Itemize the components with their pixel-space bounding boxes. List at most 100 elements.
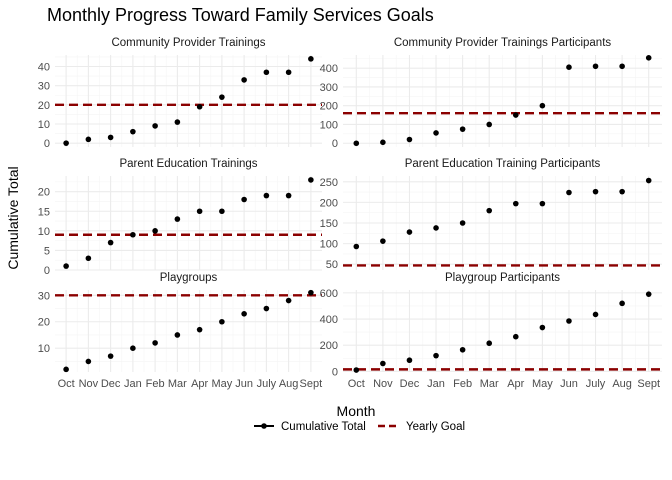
y-tick-label: 400: [320, 63, 338, 75]
y-tick-label: 600: [320, 288, 338, 300]
legend-label: Cumulative Total: [281, 421, 366, 433]
x-tick-label: Apr: [507, 378, 524, 390]
data-point: [592, 63, 599, 70]
x-tick-label: Mar: [168, 378, 187, 390]
y-tick-label: 30: [38, 81, 50, 93]
data-point: [107, 353, 114, 359]
data-point: [566, 318, 572, 324]
data-point: [619, 300, 625, 307]
data-point: [486, 340, 493, 347]
x-tick-label: Oct: [58, 378, 75, 390]
y-tick-label: 40: [38, 62, 50, 74]
data-point: [566, 189, 572, 196]
panel-title: Playgroups: [160, 272, 218, 284]
data-point: [512, 112, 519, 118]
x-tick-label: Jan: [427, 378, 445, 390]
x-tick-label: Sept: [300, 378, 323, 390]
legend-point-icon: [261, 423, 267, 429]
data-point: [285, 192, 292, 199]
data-point: [308, 289, 314, 296]
data-point: [241, 311, 247, 317]
data-point: [308, 177, 314, 183]
x-tick-label: Feb: [453, 378, 472, 390]
x-tick-label: Jun: [235, 378, 253, 390]
data-point: [353, 140, 360, 147]
panel-4: Playgroups 10 20 30 Oct Nov Dec Jan Feb Mar Apr May…: [38, 272, 322, 390]
x-tick-label: May: [532, 378, 553, 390]
x-tick-label: Apr: [191, 378, 208, 390]
data-point: [459, 220, 466, 226]
x-tick-label: Feb: [146, 378, 165, 390]
data-point: [107, 134, 114, 141]
data-point: [174, 332, 181, 338]
x-tick-label: Aug: [612, 378, 632, 390]
data-point: [285, 69, 292, 76]
panel-2: Parent Education Trainings 0 5 10 15 20: [38, 158, 322, 277]
y-tick-label: 300: [320, 82, 338, 94]
data-point: [130, 231, 136, 238]
data-point: [566, 64, 572, 71]
data-point: [85, 358, 92, 365]
data-point: [219, 208, 225, 215]
x-tick-label: Oct: [348, 378, 365, 390]
data-point: [219, 318, 225, 325]
data-point: [285, 297, 292, 304]
x-tick-label: July: [586, 378, 606, 390]
y-tick-label: 15: [38, 206, 50, 218]
y-tick-label: 0: [332, 366, 338, 378]
y-tick-label: 10: [38, 119, 50, 131]
y-tick-label: 200: [320, 197, 338, 209]
data-point: [196, 208, 203, 215]
y-tick-label: 100: [320, 119, 338, 131]
panel-title: Community Provider Trainings Participant…: [394, 37, 612, 49]
data-point: [174, 216, 181, 222]
panel-title: Playgroup Participants: [445, 272, 560, 284]
data-point: [63, 140, 69, 146]
data-point: [406, 229, 413, 235]
x-tick-label: Nov: [79, 378, 99, 390]
data-point: [512, 333, 519, 340]
x-tick-label: Sept: [637, 378, 660, 390]
y-tick-label: 20: [38, 187, 50, 199]
data-point: [433, 352, 439, 359]
data-point: [459, 126, 466, 132]
panel-5: Playgroup Participants 0 200 400 600 Oct Nov De…: [320, 272, 662, 390]
legend-label: Yearly Goal: [406, 421, 465, 433]
x-tick-label: Mar: [480, 378, 499, 390]
y-tick-label: 200: [320, 340, 338, 352]
data-point: [130, 345, 136, 351]
data-point: [512, 200, 519, 207]
y-tick-label: 10: [38, 226, 50, 238]
data-point: [152, 228, 158, 234]
y-tick-label: 100: [320, 239, 338, 251]
y-tick-label: 20: [38, 317, 50, 329]
data-point: [380, 238, 386, 244]
data-point: [380, 360, 386, 367]
panel-title: Parent Education Training Participants: [405, 158, 601, 170]
x-tick-label: Dec: [400, 378, 420, 390]
x-tick-label: Aug: [279, 378, 299, 390]
y-tick-label: 250: [320, 177, 338, 189]
panel-3: Parent Education Training Participants 50…: [320, 158, 662, 271]
y-tick-label: 10: [38, 343, 50, 355]
x-tick-label: Nov: [373, 378, 393, 390]
legend-item-goal: Yearly Goal: [378, 421, 465, 433]
y-tick-label: 20: [38, 100, 50, 112]
y-tick-label: 50: [326, 259, 338, 271]
data-point: [486, 207, 493, 214]
data-point: [174, 119, 181, 125]
data-point: [645, 291, 652, 297]
data-point: [592, 188, 599, 195]
data-point: [241, 77, 247, 83]
chart-title: Monthly Progress Toward Family Services …: [47, 5, 434, 25]
y-tick-label: 400: [320, 314, 338, 326]
data-point: [107, 239, 114, 246]
y-tick-label: 0: [44, 138, 50, 150]
panel-1: Community Provider Trainings Participant…: [320, 37, 662, 150]
data-point: [353, 367, 360, 373]
data-point: [241, 196, 247, 203]
data-point: [592, 311, 599, 318]
x-tick-label: Jun: [560, 378, 578, 390]
x-axis-title: Month: [337, 403, 376, 419]
